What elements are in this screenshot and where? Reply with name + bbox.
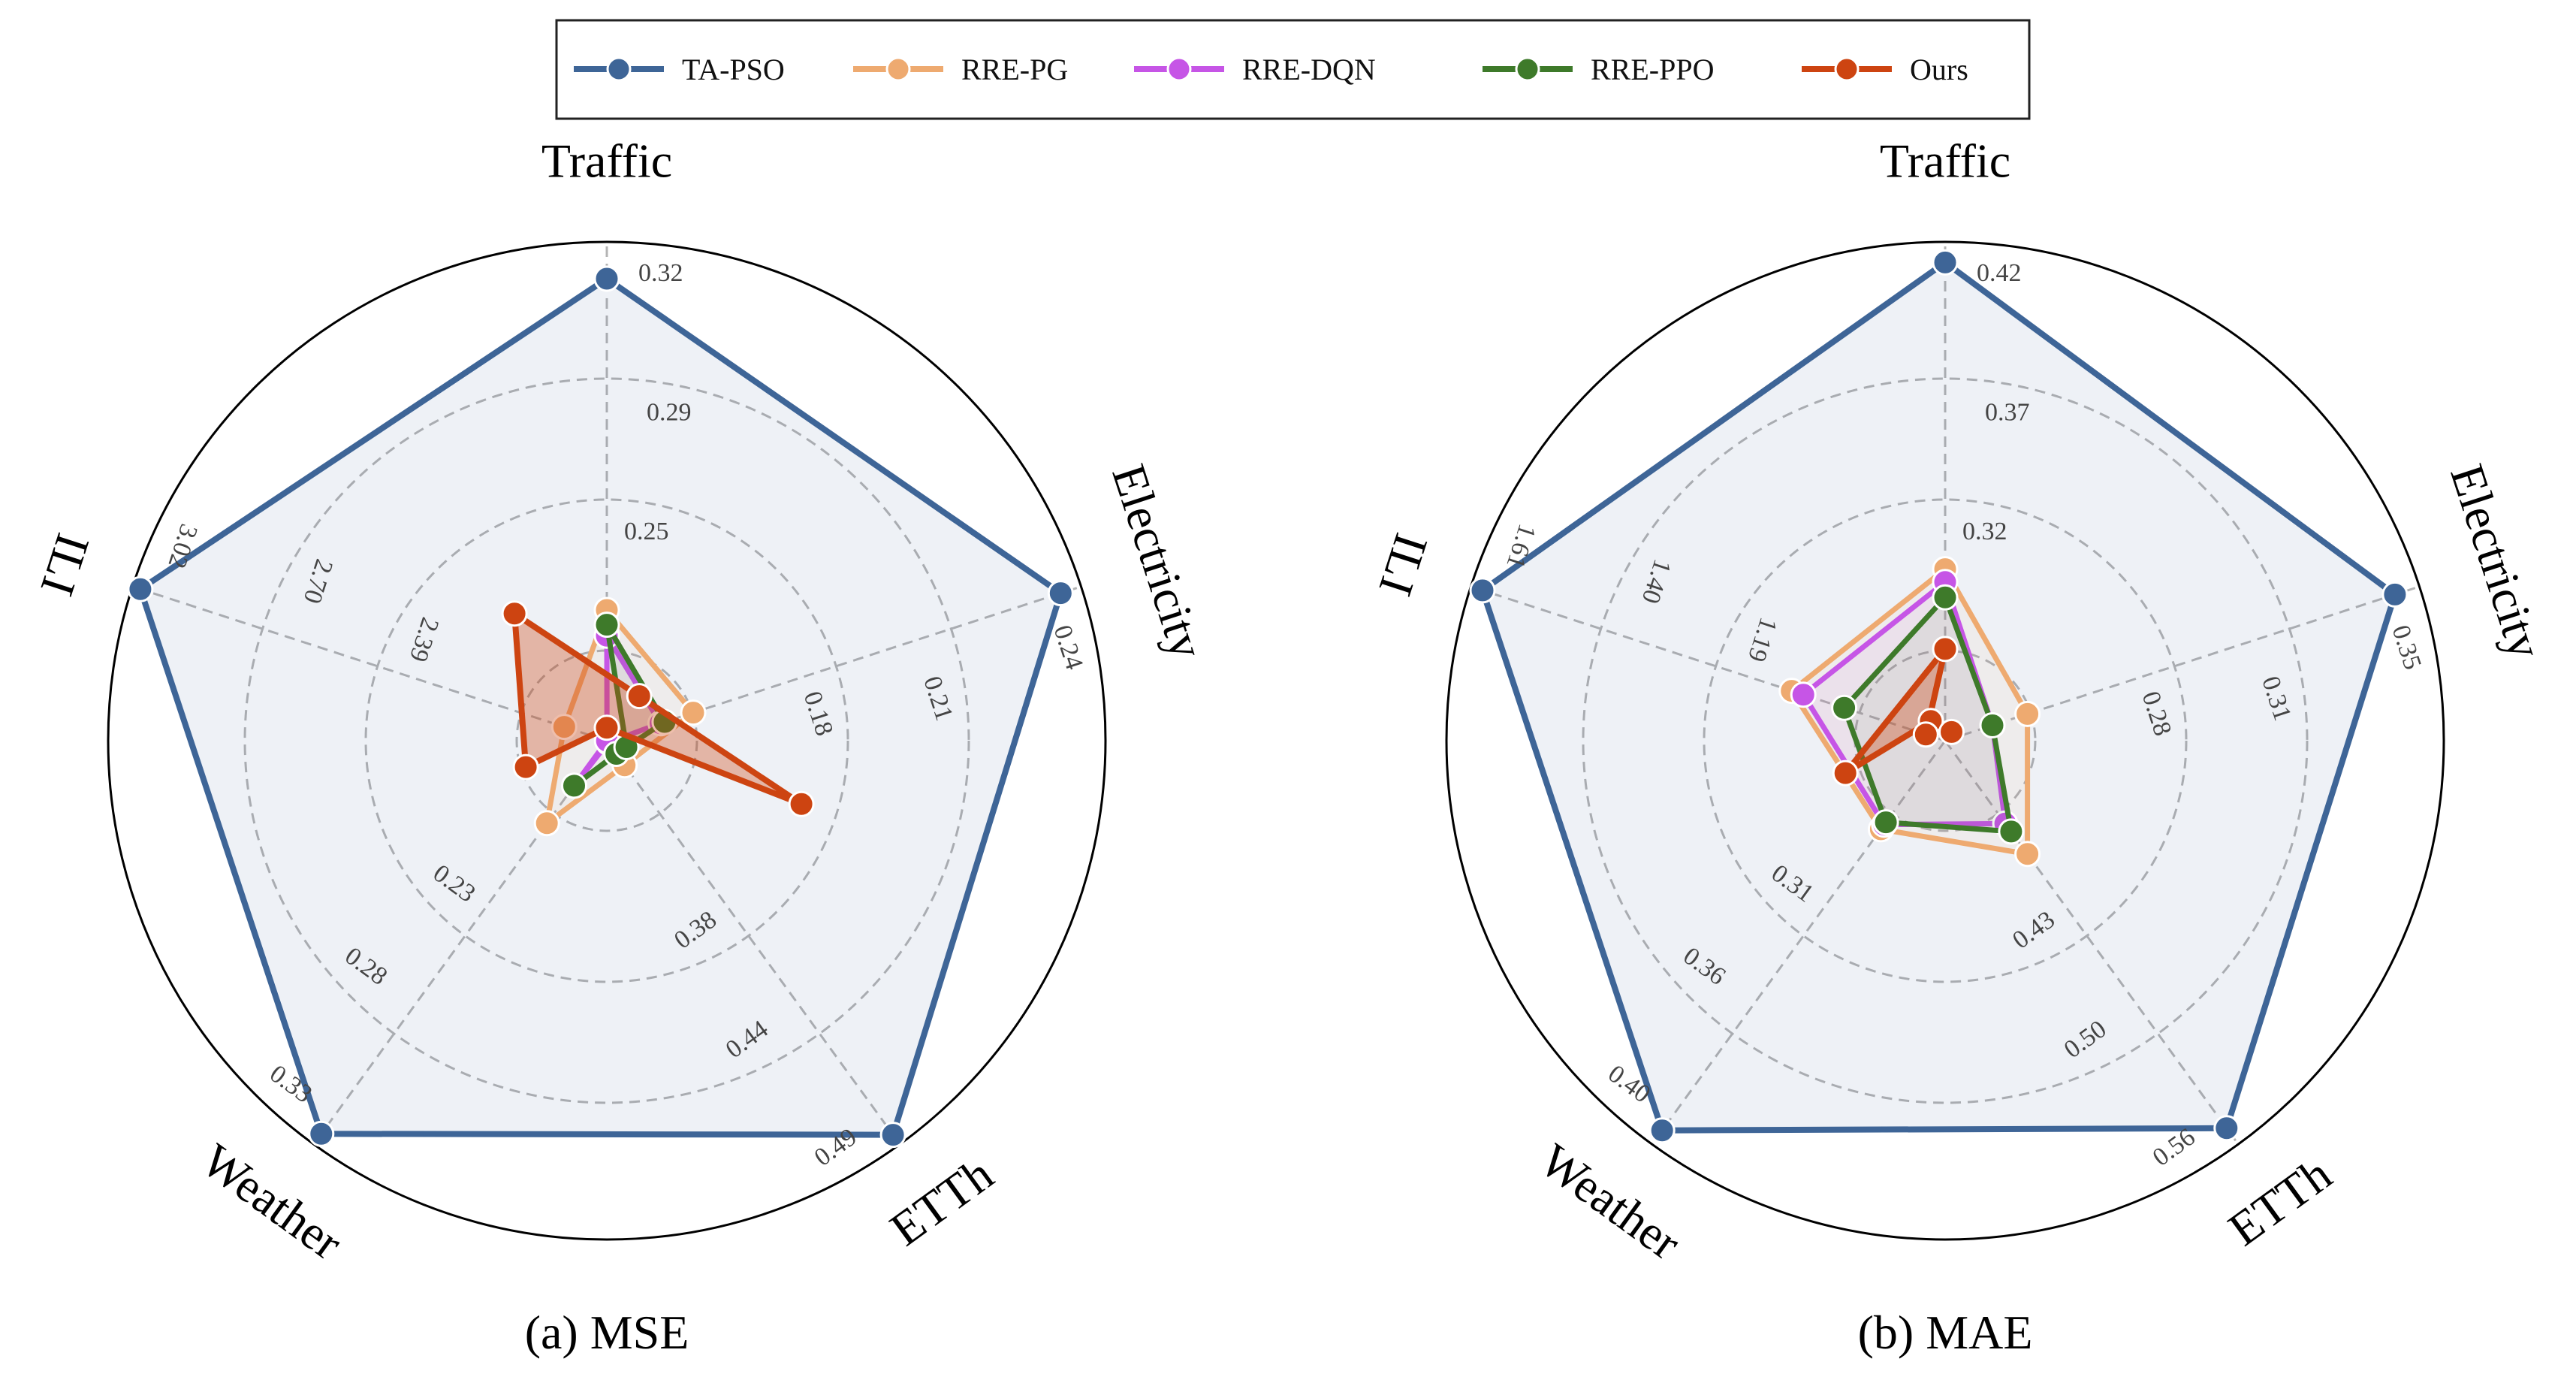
- point-ours-etth: [501, 600, 528, 627]
- point-ta-pso-weather: [308, 1120, 335, 1147]
- radar-chart-mse: 0.250.290.320.18 0.210.240.380.440.490.23…: [30, 134, 1214, 1359]
- point-rre-ppo-etth: [1998, 818, 2025, 845]
- grid-spoke-weather: [312, 740, 608, 1146]
- point-ta-pso-electricity: [2381, 581, 2409, 608]
- radar-chart-mae: 0.320.370.420.28 0.310.350.430.500.560.31…: [1368, 134, 2553, 1359]
- legend-swatch-marker: [1834, 56, 1860, 82]
- legend-swatch-marker: [1515, 56, 1540, 82]
- axis-label-etth: ETTh: [880, 1147, 1003, 1256]
- legend-swatch-marker: [1166, 56, 1192, 82]
- tick-label-electricity: 0.35: [2386, 622, 2427, 673]
- axis-label-ili: ILI: [30, 527, 100, 602]
- series-ours: [1832, 636, 1965, 787]
- point-ta-pso-ili: [1469, 577, 1496, 604]
- legend-swatch-marker: [606, 56, 632, 82]
- tick-label-traffic: 0.42: [1977, 259, 2022, 287]
- grid-spoke-electricity: [1944, 585, 2420, 742]
- tick-label-electricity: 0.24: [1048, 622, 1088, 673]
- point-ta-pso-weather: [1648, 1117, 1676, 1144]
- chart-caption: (b) MAE: [1858, 1306, 2033, 1359]
- point-ours-electricity: [512, 753, 539, 781]
- legend-item-rre-pg: RRE-PG: [853, 53, 1068, 86]
- grid-spoke-ili: [132, 585, 608, 742]
- point-rre-dqn-ili: [1790, 681, 1817, 708]
- point-rre-ppo-traffic: [1932, 584, 1959, 611]
- point-ours-traffic: [1932, 636, 1959, 663]
- point-rre-ppo-electricity: [1979, 712, 2006, 738]
- legend-swatch-marker: [885, 56, 911, 82]
- axis-label-traffic: Traffic: [1880, 134, 2010, 188]
- series-ta-pso: [127, 265, 1074, 1149]
- point-rre-ppo-weather: [1872, 809, 1899, 836]
- legend-label: RRE-DQN: [1242, 53, 1376, 86]
- grid-spoke-ili: [1470, 585, 1946, 742]
- point-ours-traffic: [593, 714, 620, 741]
- grid-ring-2: [1703, 498, 2188, 983]
- series-polygon-ta-pso: [137, 275, 1064, 1138]
- grid-spoke-electricity: [606, 585, 1081, 742]
- legend-frame: [555, 19, 2031, 120]
- grid-ring-3: [243, 377, 970, 1104]
- point-rre-pg-etth: [2014, 841, 2041, 868]
- point-ta-pso-etth: [2213, 1115, 2240, 1142]
- grid-spoke-weather: [1651, 740, 1947, 1146]
- tick-label-traffic: 0.25: [624, 518, 669, 545]
- outer-frame: [107, 240, 1107, 1241]
- point-rre-pg-electricity: [680, 699, 707, 726]
- tick-label-traffic: 0.32: [638, 259, 683, 287]
- point-ta-pso-traffic: [593, 265, 620, 292]
- axis-label-traffic: Traffic: [541, 134, 672, 188]
- point-rre-pg-ili: [550, 714, 578, 741]
- series-polygon-ours: [511, 607, 804, 807]
- point-rre-ppo-traffic: [593, 611, 620, 639]
- grid-spoke-etth: [1944, 740, 2240, 1146]
- legend-item-ours: Ours: [1802, 53, 1968, 86]
- point-ours-electricity: [1832, 759, 1859, 787]
- grid-ring-2: [364, 498, 849, 983]
- axis-label-etth: ETTh: [2219, 1147, 2341, 1256]
- point-rre-ppo-weather: [561, 772, 587, 799]
- legend-label: RRE-PPO: [1591, 53, 1715, 86]
- legend: TA-PSO RRE-PG RRE-DQN RRE-PPO Ours: [555, 19, 2031, 120]
- point-rre-pg-weather: [533, 810, 560, 837]
- point-ta-pso-traffic: [1932, 249, 1959, 276]
- point-ta-pso-electricity: [1047, 580, 1074, 607]
- axis-label-ili: ILI: [1368, 527, 1438, 602]
- point-ours-weather: [626, 683, 653, 710]
- point-ta-pso-ili: [127, 575, 154, 602]
- point-ours-weather: [1938, 718, 1965, 745]
- series-ta-pso: [1469, 249, 2409, 1144]
- grid-spoke-etth: [605, 740, 901, 1146]
- series-polygon-ta-pso: [1479, 258, 2399, 1134]
- legend-label: Ours: [1910, 53, 1968, 86]
- tick-label-traffic: 0.37: [1985, 399, 2030, 427]
- point-rre-pg-electricity: [2014, 700, 2041, 727]
- chart-caption: (a) MSE: [525, 1306, 689, 1359]
- grid-ring-3: [1582, 377, 2309, 1104]
- tick-label-traffic: 0.29: [647, 399, 692, 427]
- legend-item-ta-pso: TA-PSO: [574, 53, 785, 86]
- point-ours-ili: [1912, 721, 1939, 748]
- tick-label-traffic: 0.32: [1962, 518, 2007, 545]
- point-rre-ppo-ili: [1831, 694, 1858, 721]
- series-ours: [501, 600, 815, 817]
- series-polygon-rre-pg: [1788, 565, 2031, 857]
- legend-item-rre-ppo: RRE-PPO: [1483, 53, 1715, 86]
- legend-label: RRE-PG: [961, 53, 1068, 86]
- axis-label-electricity: Electricity: [2440, 458, 2553, 665]
- point-ta-pso-etth: [879, 1122, 906, 1149]
- legend-label: TA-PSO: [682, 53, 785, 86]
- axis-label-electricity: Electricity: [1102, 458, 1214, 665]
- outer-frame: [1445, 240, 2445, 1241]
- point-ours-ili: [788, 790, 815, 817]
- legend-item-rre-dqn: RRE-DQN: [1134, 53, 1376, 86]
